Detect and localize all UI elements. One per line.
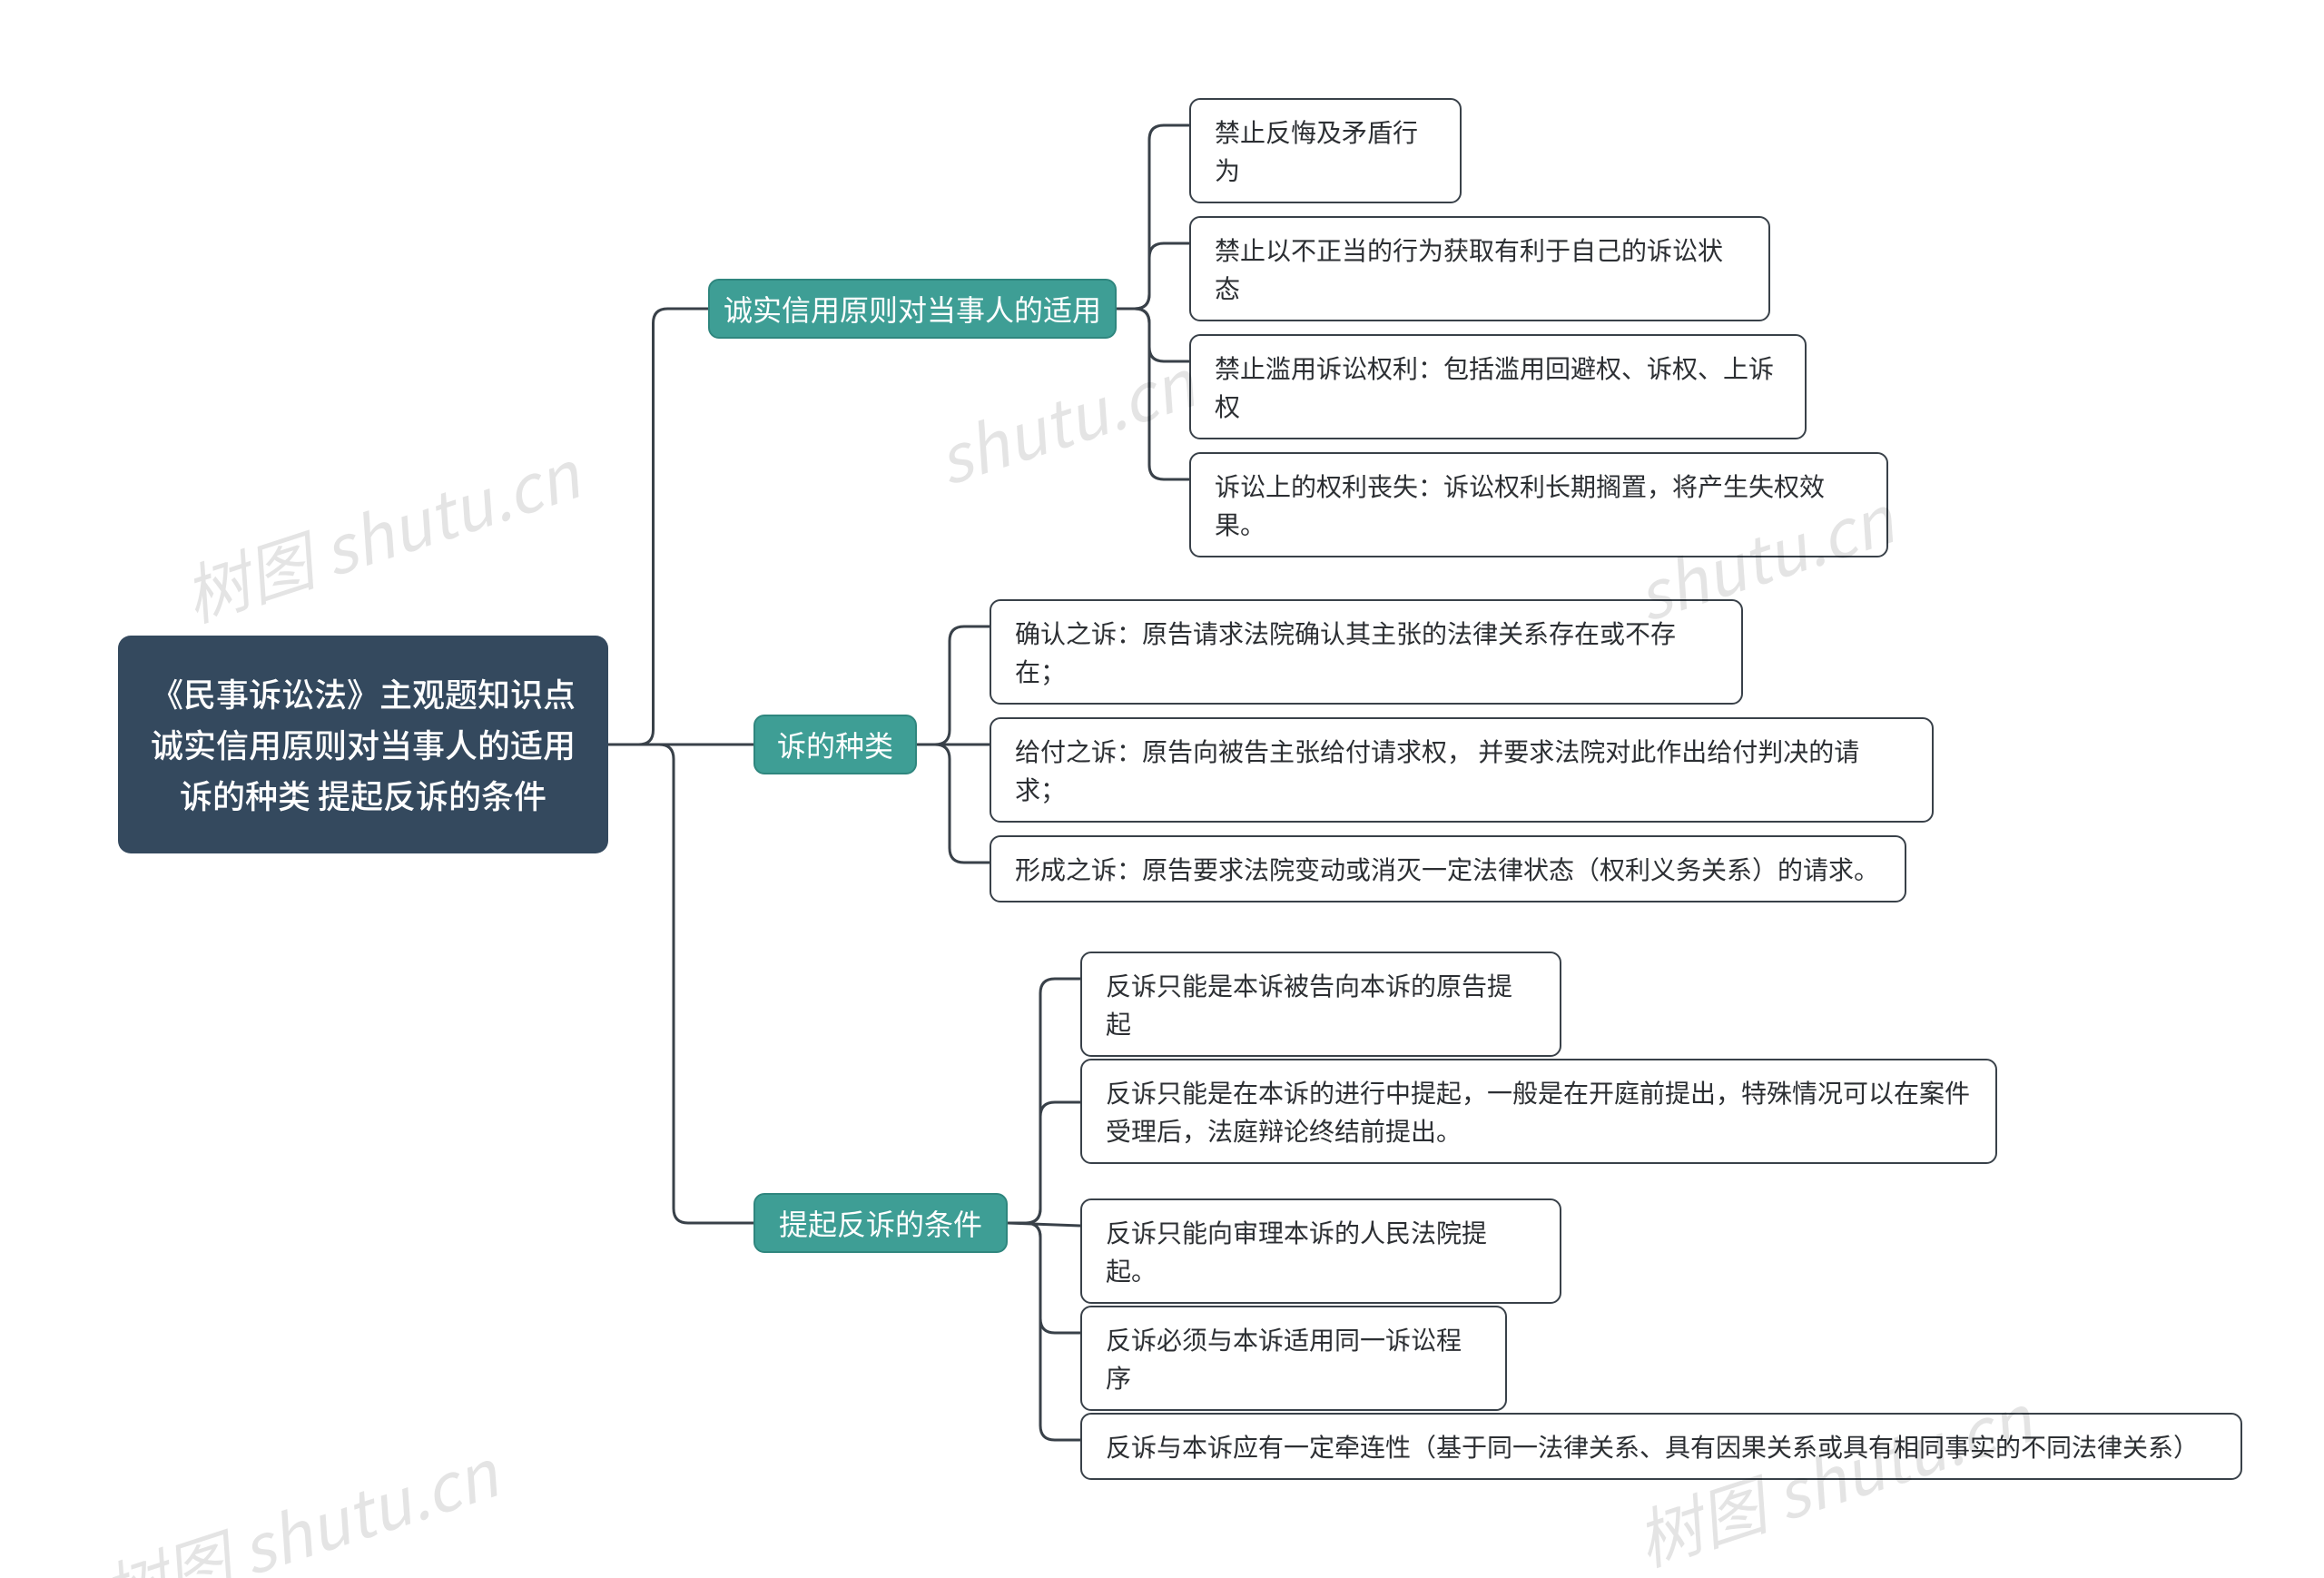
branch-node-b2: 诉的种类 (753, 715, 917, 774)
mindmap-canvas: 《民事诉讼法》主观题知识点 诚实信用原则对当事人的适用 诉的种类 提起反诉的条件… (0, 0, 2324, 1578)
leaf-node-b1-0: 禁止反悔及矛盾行为 (1189, 98, 1462, 203)
leaf-node-b3-4: 反诉与本诉应有一定牵连性（基于同一法律关系、具有因果关系或具有相同事实的不同法律… (1080, 1413, 2242, 1480)
leaf-node-b3-1: 反诉只能是在本诉的进行中提起，一般是在开庭前提出，特殊情况可以在案件受理后，法庭… (1080, 1059, 1997, 1164)
branch-node-b3: 提起反诉的条件 (753, 1193, 1008, 1253)
branch-node-b1: 诚实信用原则对当事人的适用 (708, 279, 1117, 339)
leaf-node-b1-2: 禁止滥用诉讼权利：包括滥用回避权、诉权、上诉权 (1189, 334, 1807, 439)
leaf-node-b2-1: 给付之诉：原告向被告主张给付请求权， 并要求法院对此作出给付判决的请求； (990, 717, 1934, 823)
leaf-node-b3-3: 反诉必须与本诉适用同一诉讼程序 (1080, 1306, 1507, 1411)
leaf-node-b2-2: 形成之诉：原告要求法院变动或消灭一定法律状态（权利义务关系）的请求。 (990, 835, 1906, 902)
leaf-node-b1-3: 诉讼上的权利丧失：诉讼权利长期搁置，将产生失权效果。 (1189, 452, 1888, 557)
leaf-node-b2-0: 确认之诉：原告请求法院确认其主张的法律关系存在或不存在； (990, 599, 1743, 705)
leaf-node-b3-2: 反诉只能向审理本诉的人民法院提起。 (1080, 1198, 1561, 1304)
root-node: 《民事诉讼法》主观题知识点 诚实信用原则对当事人的适用 诉的种类 提起反诉的条件 (118, 636, 608, 853)
leaf-node-b3-0: 反诉只能是本诉被告向本诉的原告提起 (1080, 952, 1561, 1057)
leaf-node-b1-1: 禁止以不正当的行为获取有利于自己的诉讼状态 (1189, 216, 1770, 321)
